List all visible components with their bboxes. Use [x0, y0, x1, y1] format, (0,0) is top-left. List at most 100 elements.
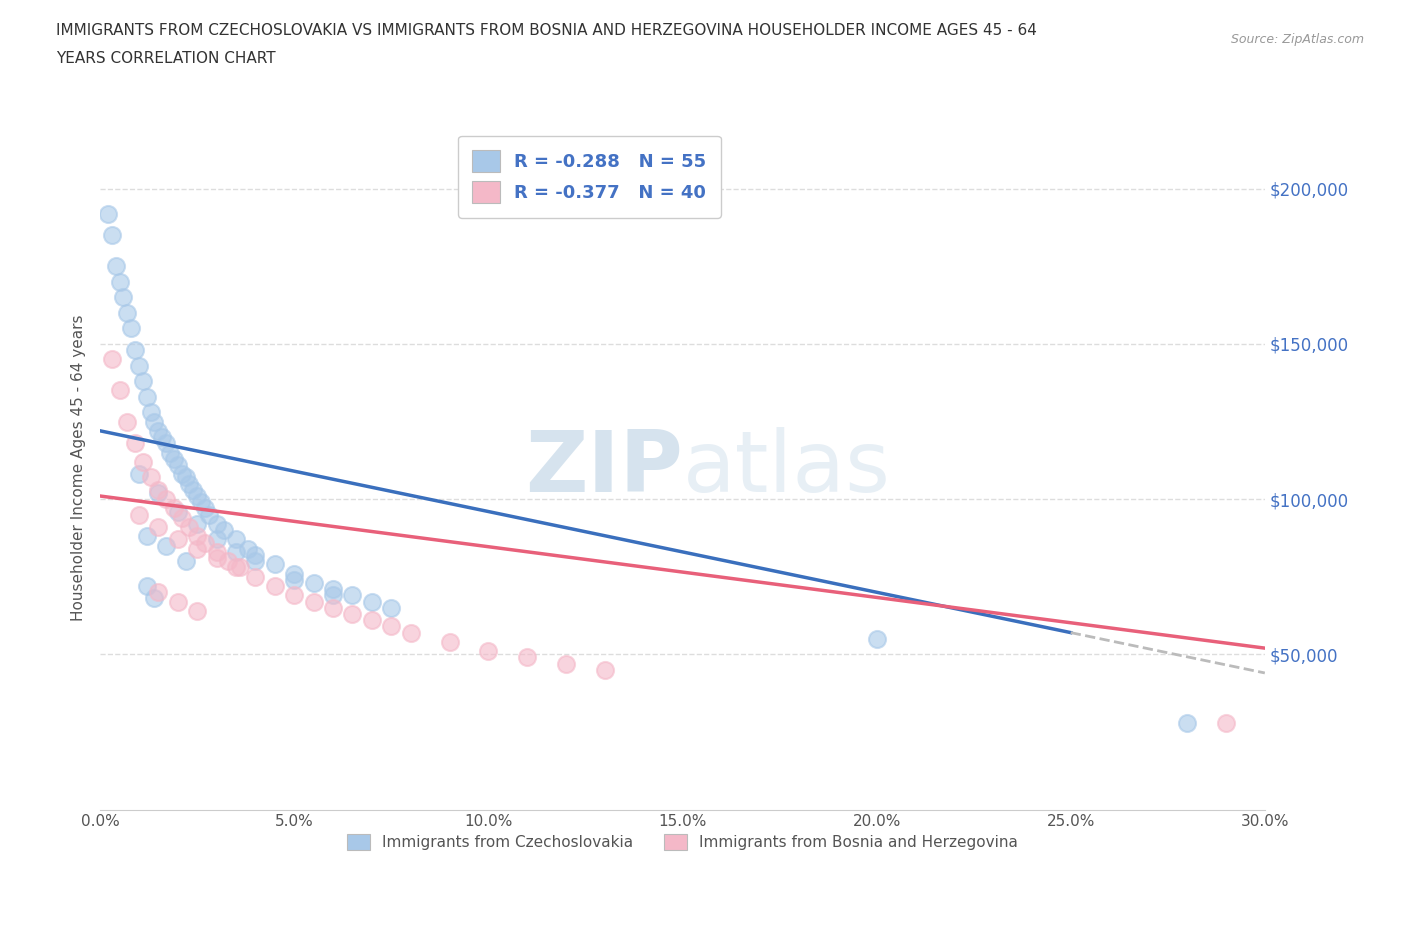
Point — [1215, 715, 1237, 730]
Point — [186, 604, 208, 618]
Point — [380, 619, 402, 634]
Point — [1175, 715, 1198, 730]
Point — [186, 541, 208, 556]
Point — [163, 451, 186, 466]
Point — [229, 560, 252, 575]
Point — [194, 535, 217, 550]
Point — [342, 588, 364, 603]
Point — [170, 511, 193, 525]
Point — [170, 467, 193, 482]
Point — [361, 613, 384, 628]
Point — [399, 625, 422, 640]
Legend: Immigrants from Czechoslovakia, Immigrants from Bosnia and Herzegovina: Immigrants from Czechoslovakia, Immigran… — [340, 829, 1024, 857]
Point — [100, 228, 122, 243]
Point — [112, 290, 135, 305]
Point — [166, 532, 188, 547]
Y-axis label: Householder Income Ages 45 - 64 years: Householder Income Ages 45 - 64 years — [72, 315, 86, 621]
Point — [181, 483, 204, 498]
Point — [516, 650, 538, 665]
Point — [150, 430, 173, 445]
Point — [245, 553, 267, 568]
Point — [225, 532, 247, 547]
Point — [128, 358, 150, 373]
Point — [555, 657, 578, 671]
Text: YEARS CORRELATION CHART: YEARS CORRELATION CHART — [56, 51, 276, 66]
Point — [194, 501, 217, 516]
Point — [593, 662, 616, 677]
Point — [439, 634, 461, 649]
Point — [380, 601, 402, 616]
Point — [135, 529, 157, 544]
Point — [342, 606, 364, 621]
Point — [283, 572, 305, 587]
Point — [217, 553, 239, 568]
Point — [117, 305, 139, 320]
Point — [139, 470, 162, 485]
Point — [124, 436, 146, 451]
Point — [322, 601, 344, 616]
Point — [108, 383, 131, 398]
Point — [128, 467, 150, 482]
Point — [302, 576, 325, 591]
Point — [148, 423, 170, 438]
Point — [477, 644, 499, 658]
Point — [186, 529, 208, 544]
Point — [865, 631, 887, 646]
Point — [166, 458, 188, 472]
Point — [132, 455, 155, 470]
Point — [263, 557, 285, 572]
Point — [186, 488, 208, 503]
Point — [302, 594, 325, 609]
Point — [174, 553, 197, 568]
Point — [155, 492, 177, 507]
Point — [198, 507, 221, 522]
Point — [263, 578, 285, 593]
Point — [190, 495, 212, 510]
Point — [166, 504, 188, 519]
Text: Source: ZipAtlas.com: Source: ZipAtlas.com — [1230, 33, 1364, 46]
Point — [322, 581, 344, 596]
Point — [163, 501, 186, 516]
Point — [97, 206, 120, 221]
Point — [283, 588, 305, 603]
Point — [104, 259, 127, 273]
Point — [135, 578, 157, 593]
Point — [205, 544, 228, 559]
Point — [159, 445, 181, 460]
Point — [117, 414, 139, 429]
Point — [322, 588, 344, 603]
Point — [139, 405, 162, 419]
Point — [214, 523, 236, 538]
Point — [100, 352, 122, 366]
Point — [148, 485, 170, 500]
Point — [361, 594, 384, 609]
Point — [283, 566, 305, 581]
Point — [166, 594, 188, 609]
Point — [174, 470, 197, 485]
Point — [225, 560, 247, 575]
Text: atlas: atlas — [682, 427, 890, 510]
Point — [205, 551, 228, 565]
Point — [124, 342, 146, 357]
Point — [245, 548, 267, 563]
Point — [148, 585, 170, 600]
Point — [236, 541, 259, 556]
Point — [135, 390, 157, 405]
Point — [179, 476, 201, 491]
Point — [186, 516, 208, 531]
Point — [143, 414, 166, 429]
Point — [155, 436, 177, 451]
Point — [225, 544, 247, 559]
Point — [179, 520, 201, 535]
Point — [148, 520, 170, 535]
Point — [155, 538, 177, 553]
Text: IMMIGRANTS FROM CZECHOSLOVAKIA VS IMMIGRANTS FROM BOSNIA AND HERZEGOVINA HOUSEHO: IMMIGRANTS FROM CZECHOSLOVAKIA VS IMMIGR… — [56, 23, 1038, 38]
Point — [205, 516, 228, 531]
Point — [245, 569, 267, 584]
Point — [148, 483, 170, 498]
Text: ZIP: ZIP — [524, 427, 682, 510]
Point — [143, 591, 166, 606]
Point — [205, 532, 228, 547]
Point — [120, 321, 142, 336]
Point — [132, 374, 155, 389]
